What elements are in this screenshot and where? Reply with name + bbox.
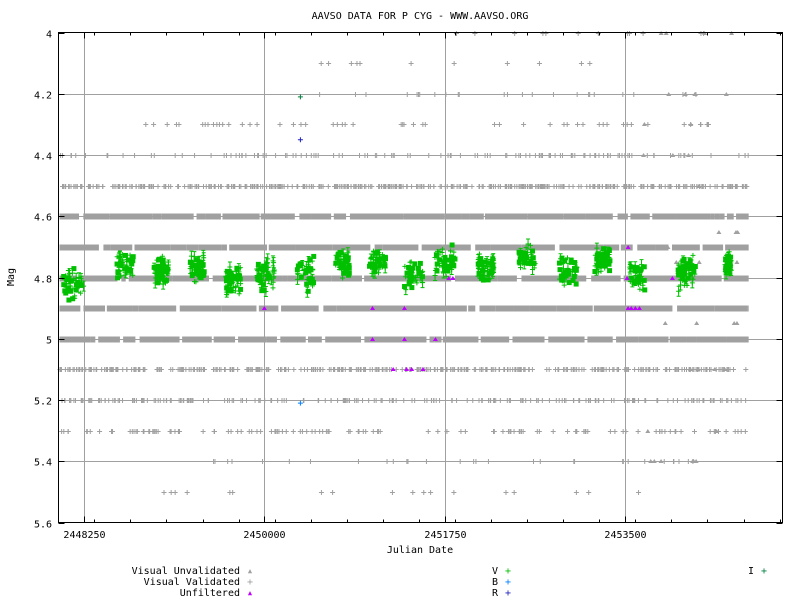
legend-label: V: [491, 566, 498, 577]
legend-label: B: [491, 577, 498, 588]
y-tick-label: 5.2: [34, 397, 52, 408]
triangle-icon: ▲: [247, 567, 253, 575]
plot-frame: [58, 32, 783, 523]
axis-ticks: [58, 32, 783, 524]
plus-icon: +: [504, 588, 512, 599]
plus-icon: +: [504, 577, 512, 588]
legend-item-v: V +: [470, 566, 518, 577]
x-tick-label: 2451750: [424, 530, 466, 541]
legend-right: I +: [742, 566, 774, 577]
y-tick-label: 4.6: [34, 213, 52, 224]
legend-item-unfiltered: Unfiltered ▲: [100, 588, 260, 599]
chart-title: AAVSO DATA FOR P CYG - WWW.AAVSO.ORG: [312, 11, 529, 22]
y-tick-label: 5.6: [34, 520, 52, 531]
y-axis-tick-labels: 4 4.2 4.4 4.6 4.8 5 5.2 5.4 5.6: [34, 30, 52, 531]
legend-item-r: R +: [470, 588, 518, 599]
legend-item-visual-unvalidated: Visual Unvalidated ▲: [100, 566, 260, 577]
x-tick-label: 2448250: [63, 530, 105, 541]
legend-label: R: [491, 588, 498, 599]
data-points: [57, 31, 751, 495]
y-tick-label: 4: [46, 30, 52, 41]
legend-item-visual-validated: Visual Validated +: [100, 577, 260, 588]
legend-left: Visual Unvalidated ▲ Visual Validated + …: [100, 566, 260, 599]
x-axis-tick-labels: 2448250 2450000 2451750 2453500: [63, 530, 646, 541]
y-tick-label: 4.8: [34, 275, 52, 286]
plus-icon: +: [246, 577, 254, 588]
y-tick-label: 5.4: [34, 458, 52, 469]
legend-label: I: [747, 566, 754, 577]
triangle-icon: ▲: [247, 589, 253, 597]
x-tick-label: 2453500: [604, 530, 646, 541]
legend-label: Visual Unvalidated: [131, 566, 240, 577]
legend-middle: V + B + R +: [470, 566, 518, 599]
y-tick-label: 4.2: [34, 91, 52, 102]
y-axis-label: Mag: [6, 268, 17, 286]
plus-icon: +: [760, 566, 768, 577]
legend-item-i: I +: [742, 566, 774, 577]
x-tick-label: 2450000: [243, 530, 285, 541]
y-tick-label: 5: [46, 336, 52, 347]
legend-label: Visual Validated: [143, 577, 240, 588]
x-axis-label: Julian Date: [387, 545, 453, 556]
y-tick-label: 4.4: [34, 152, 52, 163]
legend-label: Unfiltered: [179, 588, 240, 599]
plus-icon: +: [504, 566, 512, 577]
legend-item-b: B +: [470, 577, 518, 588]
